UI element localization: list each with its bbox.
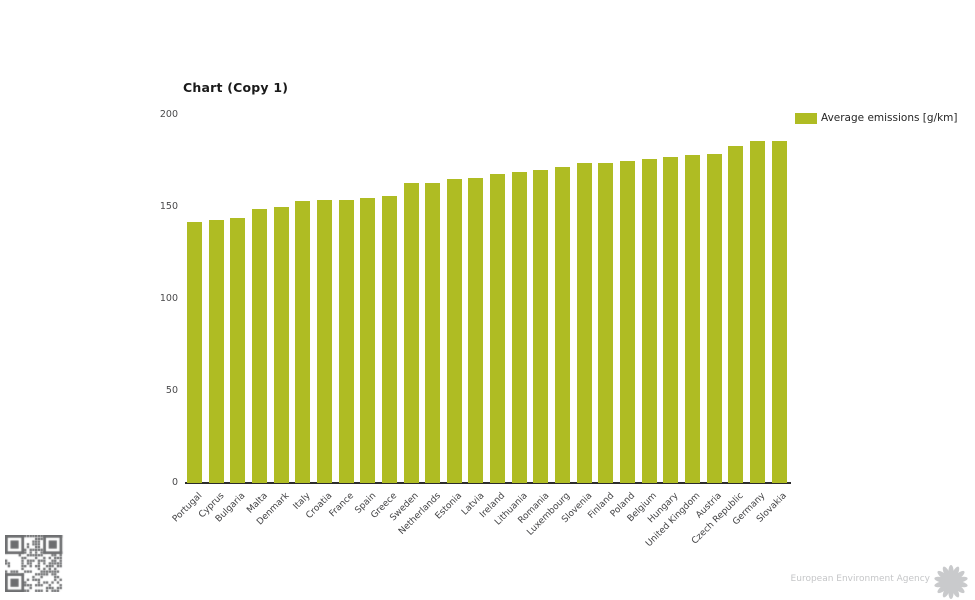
bar[interactable] bbox=[425, 183, 441, 483]
bar[interactable] bbox=[555, 166, 571, 483]
chart-title: Chart (Copy 1) bbox=[183, 80, 289, 95]
eea-logo bbox=[934, 565, 968, 599]
y-tick-label: 0 bbox=[171, 477, 178, 488]
bar[interactable] bbox=[576, 162, 592, 483]
bar[interactable] bbox=[338, 199, 354, 483]
bar[interactable] bbox=[533, 170, 549, 483]
x-tick-label: Portugal bbox=[171, 491, 205, 525]
bar[interactable] bbox=[663, 157, 679, 483]
bar[interactable] bbox=[403, 183, 419, 483]
bar[interactable] bbox=[598, 162, 614, 483]
bar[interactable] bbox=[446, 179, 462, 483]
bar[interactable] bbox=[641, 159, 657, 483]
bar[interactable] bbox=[295, 201, 311, 483]
bar[interactable] bbox=[251, 208, 267, 483]
bar[interactable] bbox=[728, 146, 744, 483]
legend-label: Average emissions [g/km] bbox=[821, 112, 958, 124]
x-axis-line bbox=[185, 482, 791, 484]
bar[interactable] bbox=[316, 199, 332, 483]
y-tick-label: 100 bbox=[159, 293, 178, 304]
bar[interactable] bbox=[771, 140, 787, 483]
bar[interactable] bbox=[360, 197, 376, 483]
qr-code bbox=[5, 535, 65, 592]
bar[interactable] bbox=[620, 161, 635, 483]
bar[interactable] bbox=[468, 177, 484, 483]
bar[interactable] bbox=[684, 155, 700, 483]
y-tick-label: 150 bbox=[159, 201, 178, 212]
y-tick-label: 50 bbox=[165, 385, 178, 396]
bar[interactable] bbox=[273, 207, 289, 483]
bar[interactable] bbox=[208, 219, 224, 483]
y-tick-label: 200 bbox=[159, 109, 178, 120]
bar[interactable] bbox=[749, 140, 765, 483]
footer-agency-name: European Environment Agency bbox=[790, 574, 930, 584]
bar[interactable] bbox=[490, 173, 506, 483]
bar[interactable] bbox=[230, 218, 246, 483]
bar[interactable] bbox=[187, 221, 202, 483]
bar[interactable] bbox=[511, 172, 527, 483]
legend[interactable]: Average emissions [g/km] bbox=[795, 112, 958, 124]
bar[interactable] bbox=[381, 195, 397, 483]
legend-swatch-icon bbox=[795, 112, 817, 124]
bar[interactable] bbox=[706, 153, 722, 483]
